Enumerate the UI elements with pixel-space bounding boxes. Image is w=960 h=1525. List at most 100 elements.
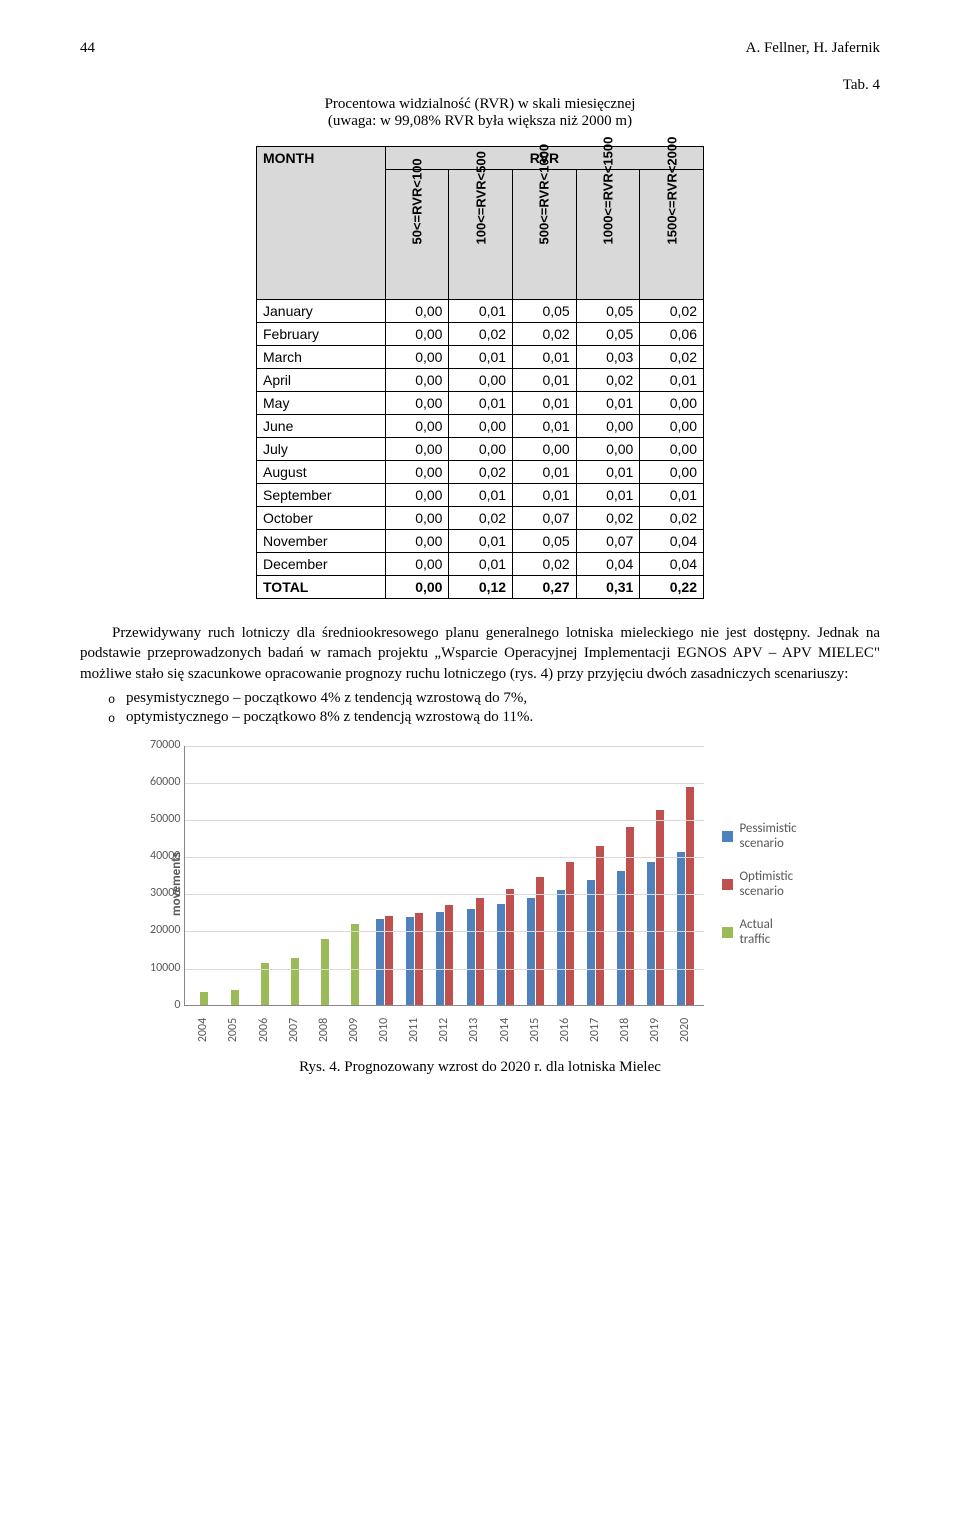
bar [321,939,329,1004]
chart-x-labels: 2004200520062007200820092010201120122013… [184,1006,704,1023]
year-group [220,746,250,1005]
value-cell: 0,04 [640,530,704,553]
value-cell: 0,02 [640,346,704,369]
value-cell: 0,01 [513,484,577,507]
table-row: November0,000,010,050,070,04 [257,530,704,553]
total-cell: 0,31 [576,576,640,599]
value-cell: 0,00 [385,461,449,484]
bar [200,992,208,1005]
value-cell: 0,02 [449,507,513,530]
table-row: July0,000,000,000,000,00 [257,438,704,461]
bar [527,898,535,1005]
y-tick-label: 60000 [130,775,180,789]
rvr-table-head: MONTH RVR 50<=RVR<100100<=RVR<500500<=RV… [257,147,704,300]
legend-swatch [722,831,733,842]
value-cell: 0,00 [640,438,704,461]
x-tick-label: 2015 [520,1008,550,1023]
y-tick-label: 20000 [130,923,180,937]
value-cell: 0,01 [449,484,513,507]
table-caption-title: Procentowa widzialność (RVR) w skali mie… [80,96,880,130]
value-cell: 0,01 [449,530,513,553]
x-tick-label: 2018 [610,1008,640,1023]
value-cell: 0,00 [640,415,704,438]
value-cell: 0,00 [385,530,449,553]
grid-line [185,857,704,858]
value-cell: 0,02 [576,507,640,530]
bar [506,889,514,1005]
rvr-col-header: 500<=RVR<1000 [513,170,577,300]
year-group [490,746,520,1005]
value-cell: 0,05 [576,323,640,346]
month-cell: December [257,553,386,576]
value-cell: 0,00 [576,438,640,461]
value-cell: 0,01 [513,346,577,369]
table-row: June0,000,000,010,000,00 [257,415,704,438]
month-cell: July [257,438,386,461]
value-cell: 0,00 [385,415,449,438]
bar [677,852,685,1004]
rvr-col-header: 1000<=RVR<1500 [576,170,640,300]
x-tick-label: 2013 [460,1008,490,1023]
value-cell: 0,01 [449,300,513,323]
month-cell: April [257,369,386,392]
value-cell: 0,00 [385,369,449,392]
bar [291,958,299,1005]
legend-swatch [722,879,733,890]
year-group [670,746,700,1005]
y-tick-label: 0 [130,998,180,1012]
bar [497,904,505,1005]
month-cell: May [257,392,386,415]
rvr-col-header: 50<=RVR<100 [385,170,449,300]
month-cell: September [257,484,386,507]
bar [536,877,544,1005]
y-tick-label: 30000 [130,886,180,900]
x-tick-label: 2007 [279,1008,309,1023]
bar [617,871,625,1005]
total-cell: 0,27 [513,576,577,599]
table-row: May0,000,010,010,010,00 [257,392,704,415]
month-cell: November [257,530,386,553]
bullet-pessimistic: pesymistycznego – początkowo 4% z tenden… [108,690,880,707]
bar [467,909,475,1005]
bar [351,924,359,1005]
y-tick-label: 40000 [130,849,180,863]
table-row: September0,000,010,010,010,01 [257,484,704,507]
value-cell: 0,03 [576,346,640,369]
table-row: February0,000,020,020,050,06 [257,323,704,346]
year-group [189,746,219,1005]
bar [557,890,565,1005]
bar [656,810,664,1005]
grid-line [185,783,704,784]
bar [587,880,595,1004]
value-cell: 0,01 [576,484,640,507]
scenario-list: pesymistycznego – początkowo 4% z tenden… [108,690,880,726]
rvr-table: MONTH RVR 50<=RVR<100100<=RVR<500500<=RV… [256,146,704,599]
bar [647,862,655,1005]
year-group [580,746,610,1005]
value-cell: 0,00 [385,484,449,507]
legend-item: Actualtraffic [722,917,796,947]
value-cell: 0,01 [513,415,577,438]
movements-chart: movements 010000200003000040000500006000… [80,746,880,1023]
table-caption-number: Tab. 4 [80,77,880,94]
value-cell: 0,00 [449,415,513,438]
value-cell: 0,00 [385,323,449,346]
bar [445,905,453,1005]
value-cell: 0,02 [640,507,704,530]
table-row: August0,000,020,010,010,00 [257,461,704,484]
page-number: 44 [80,40,95,57]
total-label: TOTAL [257,576,386,599]
value-cell: 0,02 [449,461,513,484]
x-tick-label: 2009 [339,1008,369,1023]
year-group [610,746,640,1005]
grid-line [185,894,704,895]
total-cell: 0,12 [449,576,513,599]
chart-legend: PessimisticscenarioOptimisticscenarioAct… [722,746,796,1023]
grid-line [185,820,704,821]
value-cell: 0,00 [385,346,449,369]
chart-plot-area: 010000200003000040000500006000070000 [184,746,704,1006]
bullet-optimistic: optymistycznego – początkowo 8% z tenden… [108,709,880,726]
y-tick-label: 10000 [130,961,180,975]
legend-item: Optimisticscenario [722,869,796,899]
value-cell: 0,00 [385,438,449,461]
